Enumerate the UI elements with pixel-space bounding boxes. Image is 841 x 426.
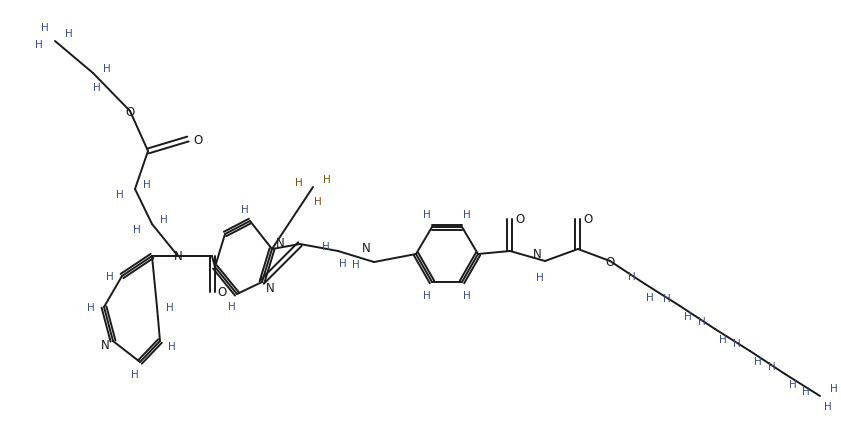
Text: N: N	[532, 247, 542, 260]
Text: H: H	[323, 175, 331, 184]
Text: H: H	[423, 290, 431, 300]
Text: H: H	[684, 311, 692, 321]
Text: H: H	[103, 64, 111, 74]
Text: H: H	[719, 334, 727, 344]
Text: H: H	[87, 302, 95, 312]
Text: H: H	[65, 29, 73, 39]
Text: H: H	[106, 271, 114, 281]
Text: N: N	[362, 242, 370, 255]
Text: H: H	[754, 356, 762, 366]
Text: H: H	[628, 271, 636, 281]
Text: O: O	[516, 213, 525, 226]
Text: O: O	[584, 213, 593, 226]
Text: O: O	[193, 133, 203, 146]
Text: H: H	[241, 204, 249, 215]
Text: O: O	[217, 286, 226, 299]
Text: H: H	[733, 338, 741, 348]
Text: H: H	[824, 401, 832, 411]
Text: O: O	[125, 105, 135, 118]
Text: H: H	[698, 316, 706, 326]
Text: H: H	[143, 180, 151, 190]
Text: H: H	[167, 302, 174, 312]
Text: H: H	[322, 242, 330, 251]
Text: H: H	[663, 294, 671, 303]
Text: H: H	[830, 383, 838, 393]
Text: H: H	[93, 83, 101, 93]
Text: H: H	[131, 369, 139, 379]
Text: H: H	[463, 290, 471, 300]
Text: H: H	[35, 40, 43, 50]
Text: N: N	[266, 282, 274, 295]
Text: O: O	[606, 255, 615, 268]
Text: H: H	[160, 215, 168, 225]
Text: N: N	[276, 237, 284, 250]
Text: H: H	[646, 292, 653, 302]
Text: H: H	[228, 301, 235, 311]
Text: H: H	[116, 190, 124, 199]
Text: H: H	[768, 361, 776, 371]
Text: N: N	[101, 339, 109, 352]
Text: H: H	[536, 272, 544, 282]
Text: H: H	[789, 379, 797, 389]
Text: H: H	[41, 23, 49, 33]
Text: H: H	[463, 210, 471, 219]
Text: H: H	[339, 259, 346, 268]
Text: H: H	[423, 210, 431, 219]
Text: H: H	[802, 386, 810, 396]
Text: H: H	[315, 196, 322, 207]
Text: H: H	[168, 341, 176, 351]
Text: H: H	[352, 259, 360, 269]
Text: H: H	[133, 225, 141, 234]
Text: N: N	[173, 250, 182, 263]
Text: H: H	[295, 178, 303, 187]
